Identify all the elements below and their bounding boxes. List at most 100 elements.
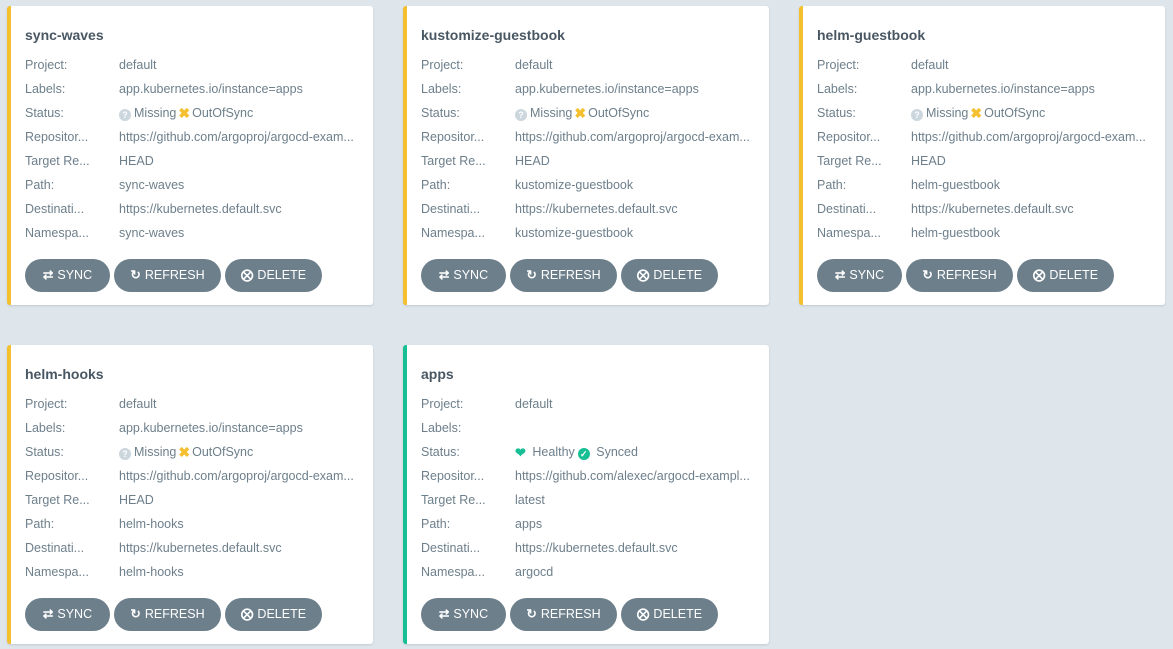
dest-label: Destinati... bbox=[25, 541, 85, 555]
field-repo: Repositor... https://github.com/argoproj/… bbox=[25, 127, 375, 147]
status-label: Status: bbox=[817, 106, 856, 120]
field-target: Target Re... HEAD bbox=[25, 490, 375, 510]
app-title[interactable]: kustomize-guestbook bbox=[421, 27, 565, 43]
namespace-label: Namespa... bbox=[421, 565, 485, 579]
target-label: Target Re... bbox=[421, 493, 486, 507]
health-status: Missing bbox=[926, 106, 969, 120]
app-card-helm-hooks[interactable]: helm-hooks Project: default Labels: app.kube… bbox=[7, 345, 373, 644]
refresh-label: REFRESH bbox=[540, 607, 601, 621]
dest-label: Destinati... bbox=[817, 202, 877, 216]
project-label: Project: bbox=[421, 397, 464, 411]
field-project: Project: default bbox=[25, 394, 375, 414]
app-title[interactable]: sync-waves bbox=[25, 27, 104, 43]
sync-label: SYNC bbox=[453, 268, 489, 282]
app-title[interactable]: helm-hooks bbox=[25, 366, 104, 382]
status-label: Status: bbox=[25, 106, 64, 120]
question-circle-icon: ? bbox=[911, 109, 923, 121]
status-label: Status: bbox=[421, 106, 460, 120]
field-repo: Repositor... https://github.com/argoproj/… bbox=[421, 127, 771, 147]
dest-value: https://kubernetes.default.svc bbox=[911, 202, 1074, 216]
namespace-label: Namespa... bbox=[25, 226, 89, 240]
target-value: HEAD bbox=[119, 493, 154, 507]
repo-value: https://github.com/argoproj/argocd-exam.… bbox=[911, 130, 1146, 144]
project-value: default bbox=[119, 58, 157, 72]
labels-value: app.kubernetes.io/instance=apps bbox=[911, 82, 1095, 96]
refresh-icon: ↻ bbox=[922, 268, 933, 282]
dest-value: https://kubernetes.default.svc bbox=[119, 541, 282, 555]
sync-button[interactable]: ⇄ SYNC bbox=[25, 598, 110, 631]
field-path: Path: sync-waves bbox=[25, 175, 375, 195]
status-value: ? Missing ✖ OutOfSync bbox=[911, 103, 1165, 123]
delete-button[interactable]: ⨂ DELETE bbox=[225, 598, 322, 631]
labels-label: Labels: bbox=[421, 82, 462, 96]
health-status: Missing bbox=[530, 106, 573, 120]
refresh-label: REFRESH bbox=[540, 268, 601, 282]
app-title[interactable]: apps bbox=[421, 366, 454, 382]
target-label: Target Re... bbox=[25, 154, 90, 168]
health-status: Missing bbox=[134, 445, 177, 459]
path-value: helm-guestbook bbox=[911, 178, 1000, 192]
target-value: HEAD bbox=[515, 154, 550, 168]
status-value: ? Missing ✖ OutOfSync bbox=[119, 103, 373, 123]
field-labels: Labels: app.kubernetes.io/instance=apps bbox=[817, 79, 1167, 99]
sync-icon: ⇄ bbox=[42, 268, 54, 282]
path-label: Path: bbox=[421, 517, 451, 531]
field-status: Status:? Missing ✖ OutOfSync bbox=[421, 103, 771, 123]
labels-value: app.kubernetes.io/instance=apps bbox=[119, 82, 303, 96]
delete-button[interactable]: ⨂ DELETE bbox=[621, 598, 718, 631]
health-status: Healthy bbox=[532, 445, 575, 459]
project-value: default bbox=[515, 397, 553, 411]
app-card-sync-waves[interactable]: sync-waves Project: default Labels: app.kube… bbox=[7, 6, 373, 305]
field-labels: Labels: app.kubernetes.io/instance=apps bbox=[25, 418, 375, 438]
refresh-button[interactable]: ↻ REFRESH bbox=[510, 259, 617, 292]
refresh-icon: ↻ bbox=[130, 268, 141, 282]
field-project: Project: default bbox=[421, 55, 771, 75]
sync-button[interactable]: ⇄ SYNC bbox=[817, 259, 902, 292]
sync-label: SYNC bbox=[453, 607, 489, 621]
project-label: Project: bbox=[817, 58, 860, 72]
sync-button[interactable]: ⇄ SYNC bbox=[421, 259, 506, 292]
sync-icon: ⇄ bbox=[834, 268, 846, 282]
project-label: Project: bbox=[25, 58, 68, 72]
delete-button[interactable]: ⨂ DELETE bbox=[621, 259, 718, 292]
path-value: helm-hooks bbox=[119, 517, 184, 531]
refresh-button[interactable]: ↻ REFRESH bbox=[510, 598, 617, 631]
refresh-label: REFRESH bbox=[936, 268, 997, 282]
field-status: Status: ? Missing ✖ OutOfSync bbox=[817, 103, 1167, 123]
sync-button[interactable]: ⇄ SYNC bbox=[25, 259, 110, 292]
app-card-apps[interactable]: apps Project: default Labels: Status: ❤ Healt… bbox=[403, 345, 769, 644]
refresh-button[interactable]: ↻ REFRESH bbox=[114, 259, 221, 292]
status-value: ? Missing ✖ OutOfSync bbox=[119, 442, 373, 462]
repo-value: https://github.com/alexec/argocd-exampl.… bbox=[515, 469, 750, 483]
delete-button[interactable]: ⨂ DELETE bbox=[225, 259, 322, 292]
field-status: Status: ❤ Healthy ✓ Synced bbox=[421, 442, 771, 462]
sync-status: OutOfSync bbox=[588, 106, 650, 120]
refresh-label: REFRESH bbox=[144, 607, 205, 621]
namespace-label: Namespa... bbox=[817, 226, 881, 240]
labels-value: app.kubernetes.io/instance=apps bbox=[515, 82, 699, 96]
labels-label: Labels: bbox=[817, 82, 858, 96]
refresh-icon: ↻ bbox=[130, 607, 141, 621]
check-circle-icon: ✓ bbox=[577, 448, 590, 460]
heart-icon: ❤ bbox=[515, 445, 526, 460]
field-project: Project: default bbox=[421, 394, 771, 414]
path-value: apps bbox=[515, 517, 543, 531]
delete-button[interactable]: ⨂ DELETE bbox=[1017, 259, 1114, 292]
question-circle-icon: ? bbox=[119, 448, 131, 460]
repo-label: Repositor... bbox=[25, 469, 89, 483]
app-card-helm-guestbook[interactable]: helm-guestbook Project: default Labels: app.… bbox=[799, 6, 1165, 305]
app-title[interactable]: helm-guestbook bbox=[817, 27, 926, 43]
app-card-kustomize-guestbook[interactable]: kustomize-guestbook Project: default Labels… bbox=[403, 6, 769, 305]
sync-icon: ⇄ bbox=[438, 268, 450, 282]
field-status: Status:? Missing ✖ OutOfSync bbox=[25, 442, 375, 462]
refresh-button[interactable]: ↻ REFRESH bbox=[906, 259, 1013, 292]
field-target: Target Re... HEAD bbox=[817, 151, 1167, 171]
field-path: Path: helm-hooks bbox=[25, 514, 375, 534]
path-label: Path: bbox=[421, 178, 451, 192]
labels-label: Labels: bbox=[25, 421, 66, 435]
sync-icon: ⇄ bbox=[438, 607, 450, 621]
field-labels: Labels: app.kubernetes.io/instance=apps bbox=[25, 79, 375, 99]
refresh-button[interactable]: ↻ REFRESH bbox=[114, 598, 221, 631]
field-project: Project: default bbox=[25, 55, 375, 75]
sync-button[interactable]: ⇄ SYNC bbox=[421, 598, 506, 631]
